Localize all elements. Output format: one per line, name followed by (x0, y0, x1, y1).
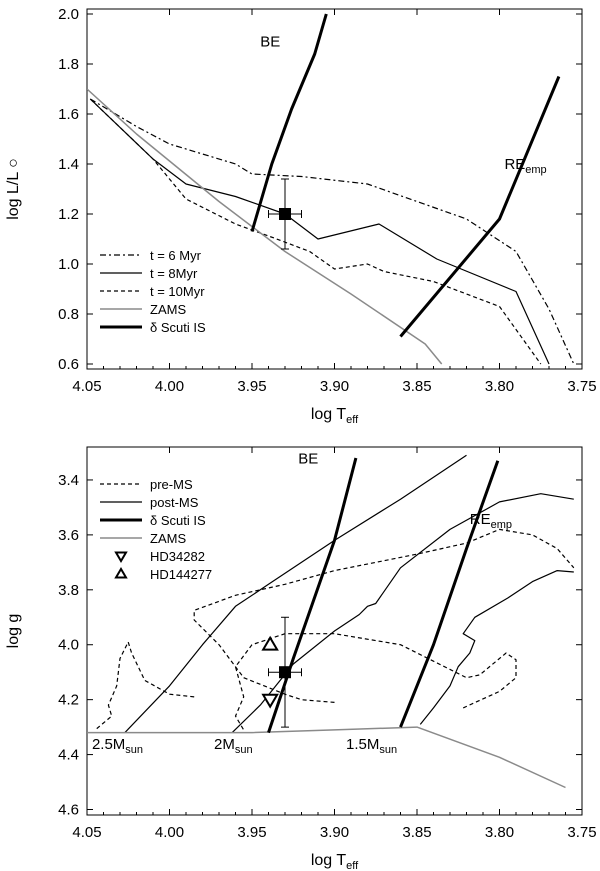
series-line-re-emp (399, 75, 561, 338)
x-axis-label: log Teff (311, 852, 359, 871)
x-tick-label: 3.95 (237, 378, 266, 395)
y-tick-label: 3.4 (58, 472, 79, 489)
y-tick-label: 4.2 (58, 692, 79, 709)
annotation: BE (298, 450, 318, 467)
y-tick-label: 4.0 (58, 637, 79, 654)
legend-label: HD34282 (150, 549, 205, 564)
series-line-zams (87, 726, 566, 789)
annotation-text: BE (260, 34, 280, 51)
legend-label: pre-MS (150, 477, 193, 492)
x-tick-label: 4.00 (155, 378, 184, 395)
x-axis-label: log Teff (311, 406, 359, 426)
y-tick-label: 3.6 (58, 527, 79, 544)
y-tick-label: 0.6 (58, 356, 79, 373)
series-line-post-ms-1-5 (419, 570, 574, 725)
series-line-t-6-myr (89, 98, 575, 365)
y-tick-label: 1.8 (58, 56, 79, 73)
annotation: REemp (470, 511, 512, 531)
y-tick-label: 3.8 (58, 582, 79, 599)
legend-label: t = 10Myr (150, 284, 205, 299)
series-line-t-10myr (89, 98, 542, 365)
series-line-be (267, 457, 358, 734)
x-tick-label: 3.80 (485, 824, 514, 841)
x-tick-label: 3.95 (237, 824, 266, 841)
y-tick-label: 1.2 (58, 206, 79, 223)
y-tick-label: 1.4 (58, 156, 79, 173)
series-line-zams (87, 88, 443, 365)
x-tick-label: 3.85 (402, 824, 431, 841)
x-tick-label: 3.80 (485, 378, 514, 395)
x-tick-label: 3.90 (320, 824, 349, 841)
star-marker-hd144277 (261, 635, 279, 651)
series-line-re-emp (399, 460, 500, 728)
series-line-post-ms-2 (231, 493, 574, 734)
target-star-marker (279, 666, 291, 679)
series-line-pre-ms-1-5 (234, 633, 517, 731)
hr-diagram-luminosity: 4.05 4.00 3.95 3.90 3.85 3.80 3.75 0.6 0.8 1.0 1.2… (5, 6, 597, 426)
legend-label: t = 8Myr (150, 266, 198, 281)
series-line-post-ms-2-5 (124, 454, 467, 734)
annotation-sub: emp (491, 519, 512, 531)
annotation-text: RE (504, 156, 525, 173)
x-tick-label: 3.90 (320, 378, 349, 395)
x-axis-label-sub: eff (346, 860, 359, 871)
x-tick-label: 4.00 (155, 824, 184, 841)
legend-symbol (114, 567, 128, 579)
x-tick-label: 3.75 (567, 378, 596, 395)
series-line-pre-ms-2-5 (94, 641, 195, 731)
x-tick-label: 4.05 (72, 824, 101, 841)
x-axis-label-sub: eff (346, 414, 359, 426)
legend-label: ZAMS (150, 531, 186, 546)
y-tick-label: 2.0 (58, 6, 79, 23)
annotation: 2.5Msun (92, 736, 143, 756)
annotation: 1.5Msun (346, 736, 397, 756)
y-tick-label: 4.4 (58, 747, 79, 764)
y-tick-label: 4.6 (58, 802, 79, 819)
series-line-be (250, 13, 328, 232)
y-axis-label: log g (5, 614, 22, 649)
x-tick-label: 3.85 (402, 378, 431, 395)
legend-symbol (114, 551, 128, 563)
series-group (87, 13, 575, 365)
x-tick-label: 4.05 (72, 378, 101, 395)
annotation-sub: emp (525, 164, 546, 176)
hr-diagram-gravity: 4.05 4.00 3.95 3.90 3.85 3.80 3.75 3.4 3.6 3.8 4.0… (5, 446, 597, 871)
series-line-t-8myr (89, 98, 550, 365)
y-tick-label: 1.6 (58, 106, 79, 123)
y-tick-label: 1.0 (58, 256, 79, 273)
annotation: REemp (504, 156, 546, 176)
y-axis-label: log L/L ○ (5, 158, 22, 220)
annotation: 2Msun (214, 736, 253, 756)
annotation-text: 2.5M (92, 736, 125, 753)
legend-label: post-MS (150, 495, 199, 510)
annotation-text: 1.5M (346, 736, 379, 753)
annotation-text: BE (298, 450, 318, 467)
annotation-text: 2M (214, 736, 235, 753)
annotation-sub: sun (379, 744, 397, 756)
annotation-text: RE (470, 511, 491, 528)
x-tick-label: 3.75 (567, 824, 596, 841)
legend-label: t = 6 Myr (150, 248, 202, 263)
legend-label: δ Scuti IS (150, 320, 206, 335)
x-axis-label-text: log T (311, 406, 347, 423)
annotation-sub: sun (235, 744, 253, 756)
y-tick-label: 0.8 (58, 306, 79, 323)
series-line-pre-ms-2 (193, 528, 575, 703)
star-marker-hd34282 (261, 693, 279, 709)
legend-label: HD144277 (150, 567, 212, 582)
x-axis-label-text: log T (311, 852, 347, 869)
legend-label: δ Scuti IS (150, 513, 206, 528)
annotation-sub: sun (125, 744, 143, 756)
target-star-marker (279, 208, 291, 220)
legend-label: ZAMS (150, 302, 186, 317)
series-group (87, 454, 575, 789)
annotation: BE (260, 34, 280, 51)
